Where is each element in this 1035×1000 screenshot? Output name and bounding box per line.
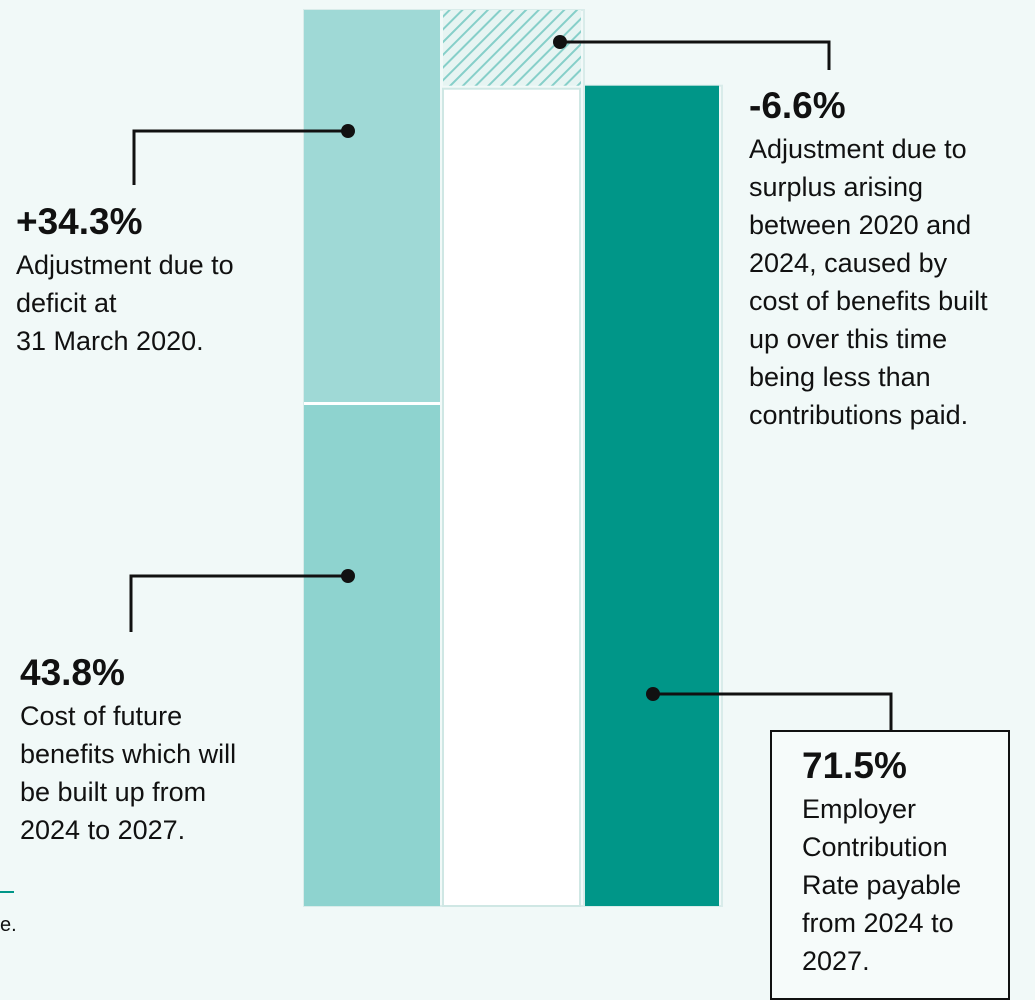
future-desc-line-1: Cost of future xyxy=(20,701,183,731)
surplus-desc-line-2: surplus arising xyxy=(749,172,924,202)
bar-total-rate xyxy=(585,85,719,906)
surplus-desc-line-6: up over this time xyxy=(749,324,948,354)
deficit-desc-line-3: 31 March 2020. xyxy=(16,326,204,356)
bar-deficit-adjustment xyxy=(304,10,440,404)
total-desc-line-5: 2027. xyxy=(802,946,870,976)
page-text-fragment: e. xyxy=(0,914,17,936)
surplus-desc-line-7: being less than xyxy=(749,362,931,392)
surplus-desc-line-1: Adjustment due to xyxy=(749,134,967,164)
bar-future-benefits xyxy=(304,403,440,906)
total-desc-line-2: Contribution xyxy=(802,832,948,862)
dot-deficit xyxy=(341,124,355,138)
label-total-rate: 71.5% Employer Contribution Rate payable… xyxy=(802,744,1012,980)
future-percent: 43.8% xyxy=(20,652,125,693)
dot-future xyxy=(341,569,355,583)
surplus-percent: -6.6% xyxy=(749,85,846,126)
deficit-desc-line-1: Adjustment due to xyxy=(16,250,234,280)
leader-future xyxy=(129,574,348,632)
total-percent: 71.5% xyxy=(802,745,907,786)
total-desc-line-3: Rate payable xyxy=(802,870,962,900)
bar-surplus-blank xyxy=(442,87,581,907)
leader-deficit xyxy=(132,129,348,185)
dot-total xyxy=(646,687,660,701)
surplus-desc-line-3: between 2020 and xyxy=(749,210,972,240)
total-callout-box: 71.5% Employer Contribution Rate payable… xyxy=(770,730,1010,1000)
label-future-benefits: 43.8% Cost of future benefits which will… xyxy=(20,651,300,849)
dot-surplus xyxy=(553,35,567,49)
label-deficit-adjustment: +34.3% Adjustment due to deficit at 31 M… xyxy=(16,200,296,360)
leader-surplus xyxy=(560,40,831,70)
leader-total xyxy=(653,692,893,730)
deficit-percent: +34.3% xyxy=(16,201,143,242)
label-surplus-adjustment: -6.6% Adjustment due to surplus arising … xyxy=(749,84,1035,434)
future-desc-line-4: 2024 to 2027. xyxy=(20,815,186,845)
total-desc-line-1: Employer xyxy=(802,794,917,824)
accent-rule xyxy=(0,891,14,893)
deficit-desc-line-2: deficit at xyxy=(16,288,117,318)
future-desc-line-3: be built up from xyxy=(20,777,207,807)
future-desc-line-2: benefits which will xyxy=(20,739,237,769)
surplus-desc-line-8: contributions paid. xyxy=(749,400,969,430)
surplus-desc-line-4: 2024, caused by xyxy=(749,248,948,278)
total-desc-line-4: from 2024 to xyxy=(802,908,954,938)
surplus-desc-line-5: cost of benefits built xyxy=(749,286,988,316)
